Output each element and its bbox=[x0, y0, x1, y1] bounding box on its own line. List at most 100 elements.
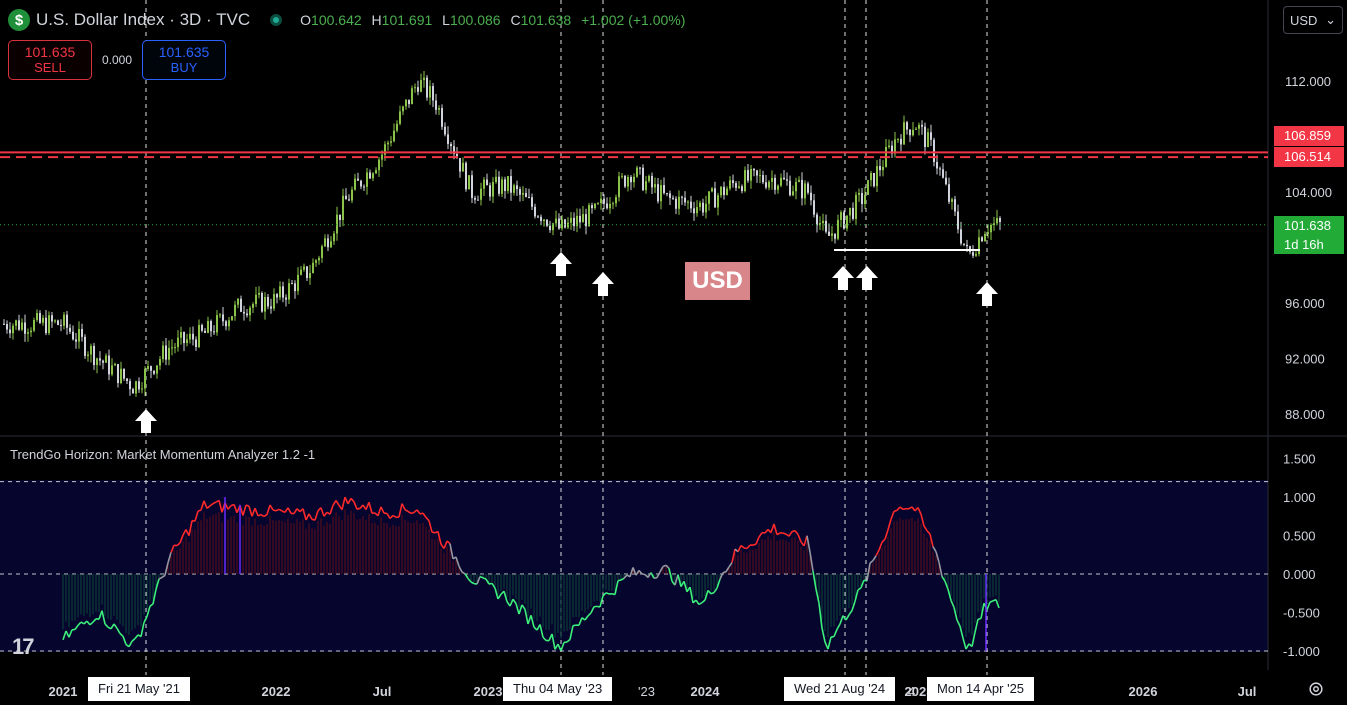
candle-body bbox=[468, 175, 470, 190]
sell-button[interactable]: 101.635 SELL bbox=[8, 40, 92, 80]
candle-body bbox=[159, 359, 161, 366]
momentum-line-segment bbox=[248, 505, 253, 517]
candle-body bbox=[216, 315, 218, 333]
candle-body bbox=[642, 167, 644, 191]
candle-body bbox=[891, 145, 893, 154]
price-tick-label: 104.000 bbox=[1285, 185, 1332, 200]
momentum-line-segment bbox=[911, 506, 916, 512]
momentum-line-segment bbox=[521, 604, 526, 610]
candle-body bbox=[639, 167, 641, 169]
candle-body bbox=[861, 192, 863, 204]
candle-body bbox=[657, 184, 659, 202]
candle-body bbox=[366, 172, 368, 187]
market-status-icon[interactable] bbox=[270, 14, 283, 26]
candle-body bbox=[165, 345, 167, 360]
momentum-line-segment bbox=[554, 643, 559, 650]
candle-body bbox=[822, 220, 824, 224]
momentum-line-segment bbox=[128, 640, 133, 648]
buy-button[interactable]: 101.635 BUY bbox=[142, 40, 227, 80]
candle-body bbox=[207, 320, 209, 333]
momentum-line-segment bbox=[701, 599, 706, 604]
momentum-line-segment bbox=[431, 531, 436, 534]
momentum-line-segment bbox=[569, 625, 574, 640]
momentum-line-segment bbox=[329, 505, 334, 515]
candle-body bbox=[984, 233, 986, 242]
candle-body bbox=[690, 201, 692, 209]
tradingview-logo-icon[interactable]: 17 bbox=[12, 634, 35, 659]
gear-icon[interactable] bbox=[1307, 680, 1325, 698]
price-tick-label: 88.000 bbox=[1285, 407, 1325, 422]
momentum-line-segment bbox=[938, 562, 943, 577]
candle-body bbox=[531, 197, 533, 207]
momentum-line-segment bbox=[683, 581, 688, 592]
momentum-line-segment bbox=[275, 508, 280, 512]
candle-body bbox=[678, 196, 680, 209]
candle-body bbox=[348, 199, 350, 201]
candle-body bbox=[972, 252, 974, 256]
crosshair-date-1: Fri 21 May '21 bbox=[88, 677, 190, 701]
momentum-line-segment bbox=[752, 543, 757, 546]
symbol-title[interactable]: U.S. Dollar Index · 3D · TVC bbox=[36, 10, 251, 29]
candle-body bbox=[132, 389, 134, 394]
momentum-line-segment bbox=[176, 542, 181, 547]
candle-body bbox=[918, 124, 920, 129]
indicator-title[interactable]: TrendGo Horizon: Market Momentum Analyze… bbox=[10, 447, 316, 462]
candle-body bbox=[618, 176, 620, 198]
candle-body bbox=[105, 355, 107, 363]
momentum-line-segment bbox=[818, 603, 823, 629]
candle-body bbox=[909, 129, 911, 136]
momentum-line-segment bbox=[719, 572, 724, 580]
candle-body bbox=[84, 336, 86, 356]
candle-body bbox=[312, 262, 314, 274]
momentum-line-segment bbox=[647, 572, 652, 578]
momentum-line-segment bbox=[845, 614, 850, 621]
candle-body bbox=[9, 329, 11, 334]
time-tick-label: 2025 bbox=[905, 684, 934, 699]
up-arrow-icon bbox=[832, 266, 854, 290]
candle-body bbox=[282, 286, 284, 298]
momentum-line-segment bbox=[149, 603, 154, 607]
candle-body bbox=[189, 333, 191, 340]
price-tick-label: 96.000 bbox=[1285, 296, 1325, 311]
usd-annotation-label[interactable]: USD bbox=[685, 262, 750, 300]
candle-body bbox=[927, 132, 929, 148]
candle-body bbox=[573, 217, 575, 227]
candle-body bbox=[420, 80, 422, 92]
candle-body bbox=[192, 333, 194, 340]
candle-body bbox=[828, 231, 830, 236]
candle-body bbox=[555, 218, 557, 224]
momentum-line-segment bbox=[725, 566, 730, 573]
momentum-line-segment bbox=[461, 571, 466, 575]
candle-body bbox=[375, 170, 377, 174]
momentum-line-segment bbox=[155, 578, 160, 590]
candle-body bbox=[411, 88, 413, 105]
candle-body bbox=[279, 286, 281, 298]
momentum-line-segment bbox=[209, 502, 214, 507]
momentum-line-segment bbox=[152, 589, 157, 605]
momentum-line-segment bbox=[200, 500, 205, 511]
candle-body bbox=[507, 176, 509, 191]
candle-body bbox=[495, 176, 497, 183]
momentum-line-segment bbox=[101, 610, 106, 625]
momentum-line-segment bbox=[560, 642, 565, 652]
momentum-line-segment bbox=[941, 576, 946, 582]
candle-body bbox=[285, 297, 287, 300]
candle-body bbox=[486, 179, 488, 186]
candle-body bbox=[606, 203, 608, 209]
momentum-line-segment bbox=[875, 549, 880, 557]
momentum-line-segment bbox=[599, 595, 604, 608]
candle-body bbox=[183, 332, 185, 344]
momentum-line-segment bbox=[77, 621, 82, 626]
candle-body bbox=[711, 188, 713, 192]
candle-body bbox=[321, 246, 323, 258]
momentum-line-segment bbox=[161, 574, 166, 579]
momentum-line-segment bbox=[65, 630, 70, 638]
candle-body bbox=[39, 313, 41, 323]
candle-body bbox=[276, 294, 278, 298]
price-tick-label: 112.000 bbox=[1285, 74, 1331, 89]
momentum-line-segment bbox=[977, 617, 982, 621]
currency-select[interactable]: USD ⌄ bbox=[1283, 6, 1343, 34]
candle-body bbox=[651, 175, 653, 188]
candle-body bbox=[636, 167, 638, 177]
